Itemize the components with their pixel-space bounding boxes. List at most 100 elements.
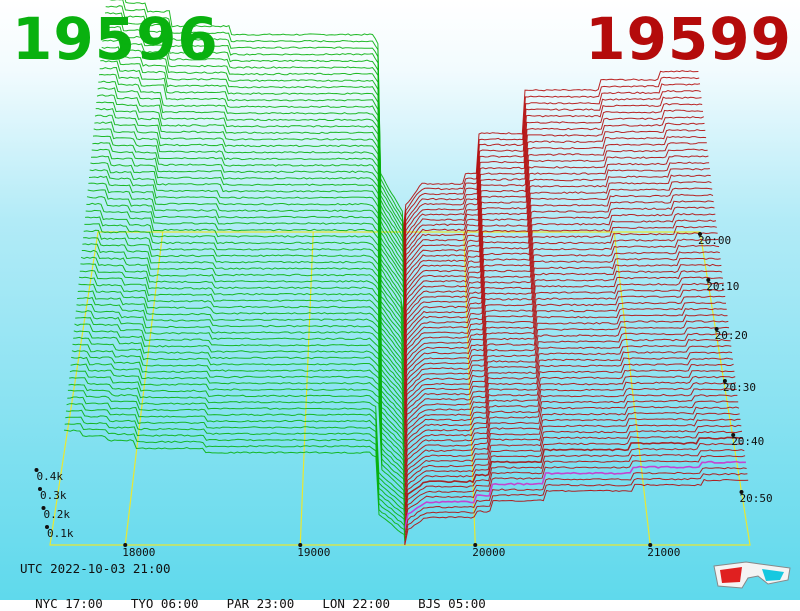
ask-depth-line — [403, 332, 730, 430]
bid-depth-line — [83, 237, 405, 402]
bid-depth-line — [64, 423, 406, 537]
zone-label: NYC — [35, 596, 58, 611]
volume-tick-dot — [45, 525, 49, 529]
ask-depth-line — [402, 116, 705, 266]
bid-depth-line — [101, 46, 404, 267]
bid-depth-line — [83, 229, 405, 397]
bid-depth-line — [86, 196, 405, 373]
bid-depth-line — [89, 169, 405, 354]
ask-depth-line — [402, 70, 699, 233]
ask-depth-line — [404, 424, 742, 502]
bid-depth-line — [80, 263, 405, 421]
ask-depth-line — [403, 155, 709, 295]
ask-depth-line — [403, 314, 728, 415]
price-gridline — [124, 231, 164, 546]
ask-depth-line — [402, 96, 702, 252]
world-clocks: NYC 17:00 TYO 06:00 PAR 23:00 LON 22:00 BJS … — [20, 581, 514, 611]
chart-axes: 18000 19000 20000 21000 0.1k 0.2k 0.3k 0.4k 20:0… — [34, 232, 773, 559]
ask-depth-line — [402, 122, 705, 271]
time-tick-label: 20:00 — [698, 234, 731, 247]
ask-depth-line — [404, 449, 745, 522]
time-tick-label: 20:10 — [706, 280, 739, 293]
time-tick-dot — [722, 379, 727, 383]
bid-depth-line — [124, 0, 404, 229]
price-tick-dot — [298, 543, 303, 547]
ask-depth-line — [403, 200, 714, 329]
volume-tick-dot — [34, 468, 39, 472]
ask-depth-line — [402, 89, 701, 246]
ask-depth-line — [402, 109, 704, 261]
ask-depth-line — [402, 142, 707, 286]
ask-depth-line — [403, 232, 718, 353]
bid-depth-line — [82, 243, 405, 407]
ask-depth-line — [403, 460, 746, 531]
ask-depth-line — [403, 295, 726, 400]
ask-depth-line — [403, 382, 736, 469]
ask-depth-line — [403, 363, 734, 455]
price-gridline — [299, 231, 314, 546]
volume-tick-dot — [38, 487, 42, 491]
volume-tick-dot — [41, 506, 46, 510]
time-tick-label: 20:50 — [740, 492, 773, 505]
ask-depth-line — [403, 289, 725, 396]
bid-depth-line — [104, 12, 404, 243]
volume-tick-label: 0.2k — [44, 508, 71, 521]
volume-tick-label: 0.3k — [40, 489, 67, 502]
ask-depth-line — [404, 466, 747, 536]
ask-depth-line — [402, 148, 708, 291]
ask-depth-line — [403, 174, 711, 310]
ask-depth-line — [403, 219, 717, 343]
time-tick-label: 20:30 — [723, 381, 756, 394]
ask-depth-line — [403, 270, 723, 381]
ask-depth-line — [403, 369, 735, 458]
bid-depth-line — [71, 356, 405, 489]
price-tick-dot — [473, 543, 478, 547]
bid-depth-line — [100, 53, 404, 272]
bid-depth-line — [77, 296, 405, 445]
price-tick-label: 21000 — [647, 546, 680, 559]
zone-time: 23:00 — [256, 596, 295, 611]
bid-depth-line — [69, 377, 406, 503]
time-tick-dot — [731, 433, 736, 437]
ask-depth-line — [403, 307, 727, 411]
price-tick-dot — [123, 543, 128, 547]
bid-depth-line — [63, 429, 406, 542]
zone-lon: LON 22:00 — [322, 596, 390, 611]
bid-depth-line — [70, 363, 406, 493]
ask-depth-line — [404, 406, 740, 488]
bid-depth-line — [81, 249, 405, 412]
bid-depth-line — [79, 269, 405, 426]
ask-depth-line — [403, 225, 717, 347]
time-tick-dot — [698, 232, 702, 236]
zone-label: LON — [322, 596, 345, 611]
bid-depth-line — [93, 128, 405, 325]
zone-time: 05:00 — [448, 596, 486, 611]
zone-tyo: TYO 06:00 — [131, 596, 199, 611]
ask-depth-line — [403, 351, 733, 444]
ask-depth-line — [403, 206, 715, 334]
zone-label: BJS — [418, 596, 441, 611]
ask-depth-line — [404, 478, 749, 546]
ask-depth-line — [402, 129, 706, 276]
ask-depth-line — [403, 251, 720, 368]
ask-depth-line — [404, 472, 748, 541]
ask-price: 19599 — [585, 5, 792, 73]
ask-depth-line — [403, 257, 721, 372]
bid-depth-line — [67, 396, 406, 517]
bid-depth-line — [75, 310, 405, 455]
zone-time: 06:00 — [160, 596, 199, 611]
3d-glasses-icon[interactable] — [712, 558, 792, 590]
price-tick-label: 19000 — [297, 546, 330, 559]
bid-depth-line — [65, 409, 406, 527]
ask-depth-line — [402, 76, 700, 238]
zone-label: PAR — [226, 596, 250, 611]
bid-depth-line — [99, 66, 404, 282]
bid-depth-line — [90, 155, 405, 344]
time-tick-dot — [739, 490, 744, 494]
ask-depth-line — [403, 357, 733, 449]
ask-depth-line — [403, 187, 713, 320]
utc-datetime: 2022-10-03 21:00 — [50, 561, 171, 576]
ask-depth-line — [402, 135, 707, 281]
ask-depth-line — [403, 301, 727, 406]
